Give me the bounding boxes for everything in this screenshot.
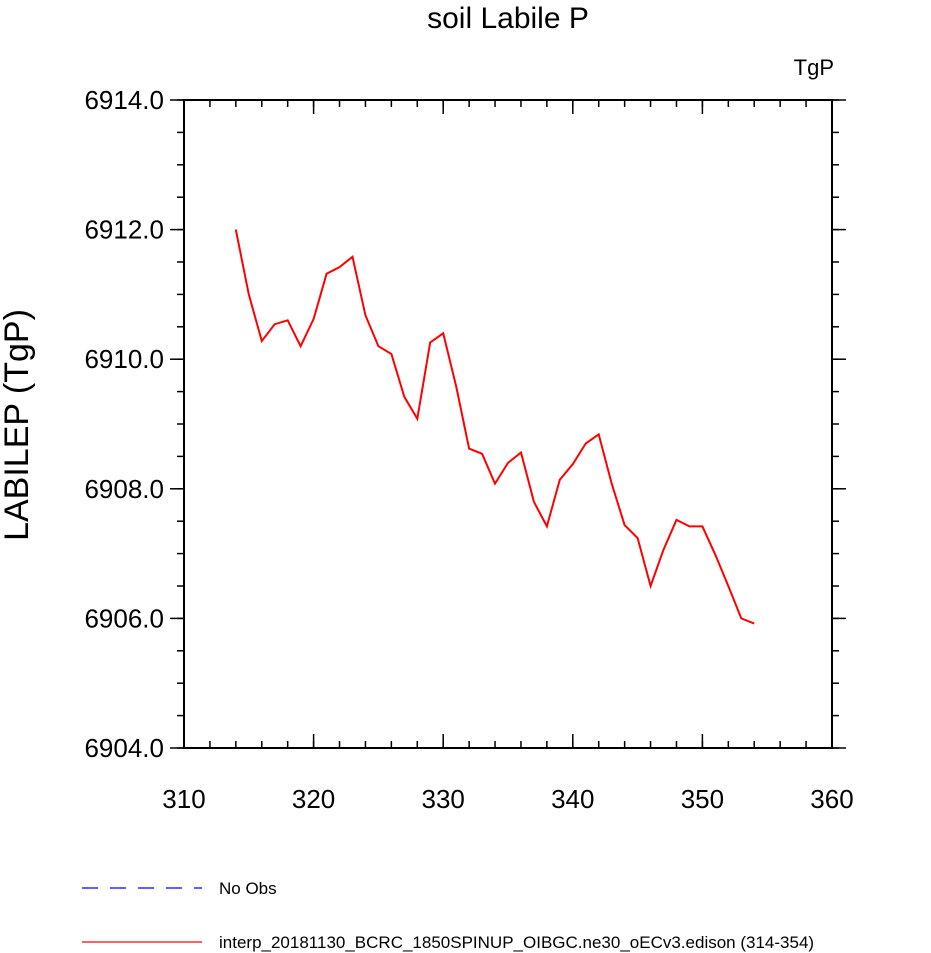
chart-title: soil Labile P xyxy=(427,2,589,35)
y-tick-label: 6906.0 xyxy=(84,603,164,633)
y-tick-label: 6914.0 xyxy=(84,85,164,115)
major-ticks xyxy=(170,99,846,749)
x-tick-label: 350 xyxy=(681,784,724,814)
series-line xyxy=(234,229,755,625)
y-tick-label: 6904.0 xyxy=(84,733,164,763)
x-tick-label: 360 xyxy=(810,784,853,814)
y-tick-label: 6912.0 xyxy=(84,215,164,245)
minor-ticks xyxy=(177,99,839,749)
y-tick-label: 6908.0 xyxy=(84,474,164,504)
x-tick-label: 330 xyxy=(422,784,465,814)
x-tick-label: 320 xyxy=(292,784,335,814)
plot-frame xyxy=(183,99,833,749)
legend-label: interp_20181130_BCRC_1850SPINUP_OIBGC.ne… xyxy=(219,933,814,952)
x-tick-labels: 310 320 330 340 350 360 xyxy=(162,784,853,814)
legend-label: No Obs xyxy=(219,879,277,898)
y-axis-label: LABILEP (TgP) xyxy=(0,309,36,541)
legend: No Obs interp_20181130_BCRC_1850SPINUP_OI… xyxy=(82,879,814,952)
units-label: TgP xyxy=(794,55,834,80)
y-tick-label: 6910.0 xyxy=(84,344,164,374)
y-tick-labels: 6904.0 6906.0 6908.0 6910.0 6912.0 6914.0 xyxy=(84,85,164,763)
x-tick-label: 340 xyxy=(551,784,594,814)
x-tick-label: 310 xyxy=(162,784,205,814)
